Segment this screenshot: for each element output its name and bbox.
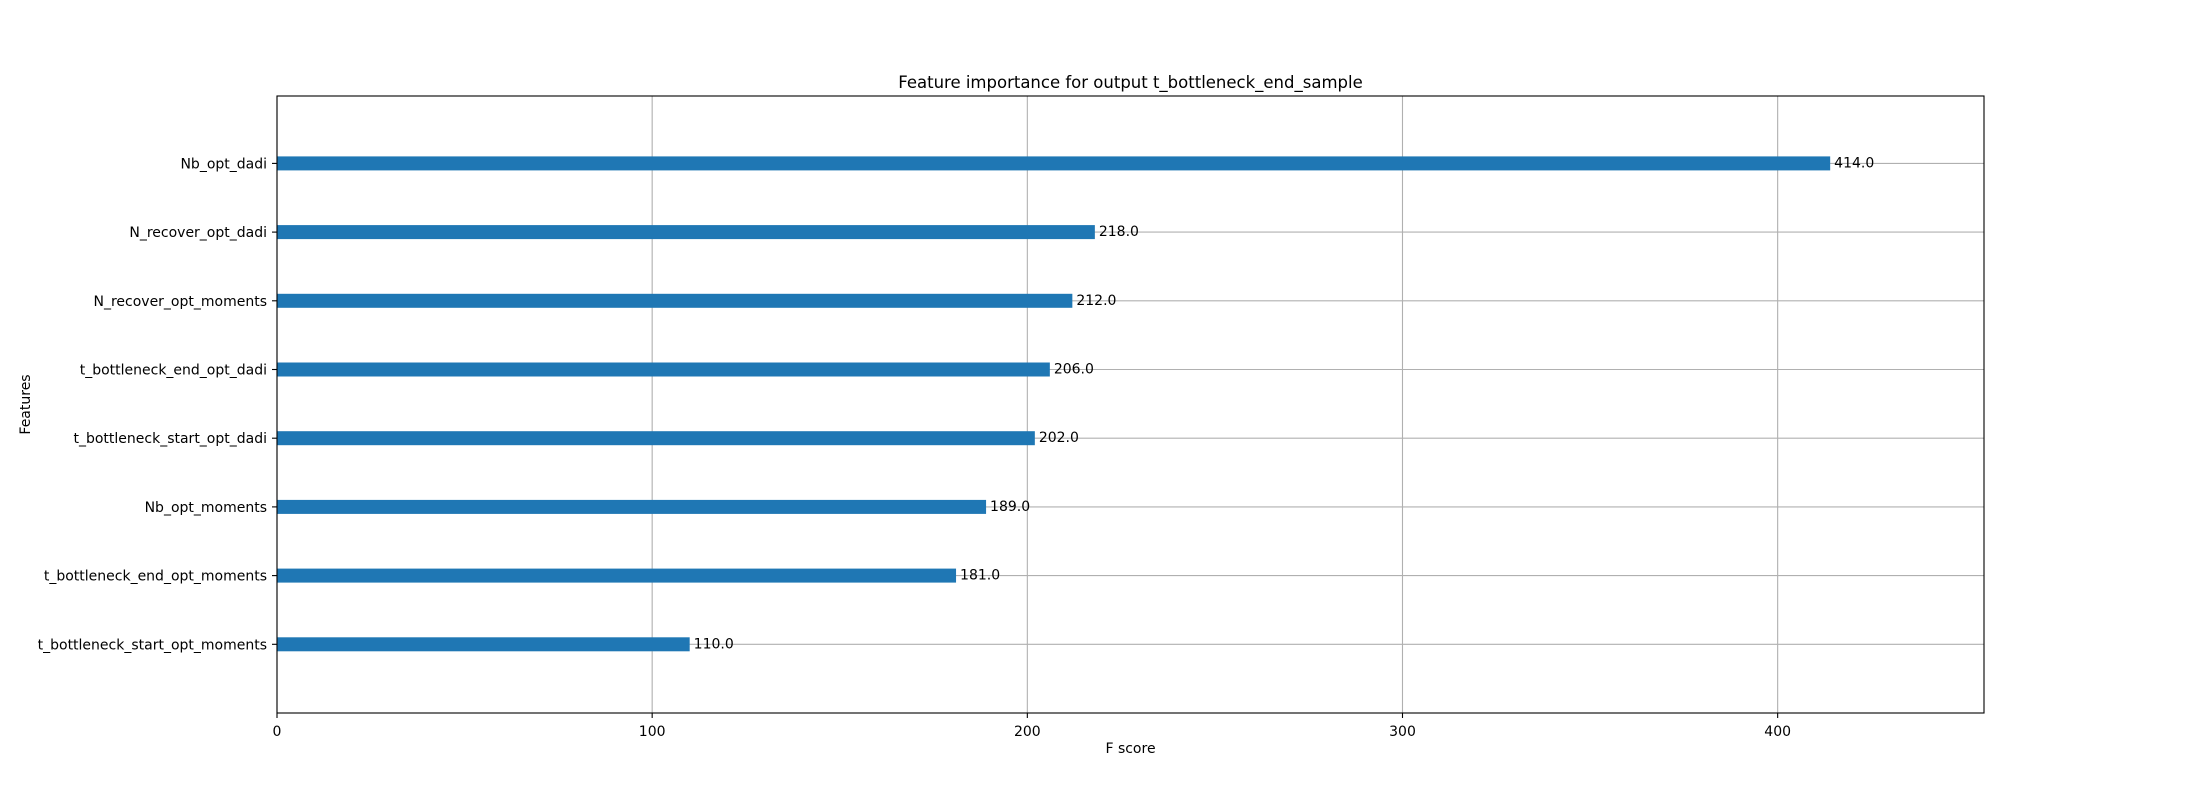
y-tick-label: t_bottleneck_start_opt_moments [38, 637, 267, 653]
bar [277, 156, 1831, 171]
bar [277, 499, 987, 514]
bar-value-label: 212.0 [1076, 293, 1116, 309]
bars [277, 156, 1831, 652]
bar-value-label: 110.0 [694, 636, 734, 652]
y-tick-label: Nb_opt_dadi [180, 156, 267, 172]
bar-value-label: 218.0 [1099, 224, 1139, 240]
x-tick-label: 300 [1389, 724, 1416, 740]
bar [277, 293, 1073, 308]
y-axis-title: Features [18, 374, 34, 434]
x-tick-label: 0 [273, 724, 282, 740]
x-tick-label: 200 [1014, 724, 1041, 740]
bar [277, 568, 957, 583]
bar [277, 431, 1035, 446]
bar-value-label: 206.0 [1054, 362, 1094, 378]
y-tick-label: t_bottleneck_start_opt_dadi [73, 431, 267, 447]
y-tick-label: Nb_opt_moments [145, 500, 267, 516]
y-tick-label: t_bottleneck_end_opt_moments [44, 569, 267, 585]
x-axis-title: F score [1105, 741, 1155, 757]
x-tick-label: 400 [1764, 724, 1791, 740]
bar [277, 637, 690, 652]
chart-title: Feature importance for output t_bottlene… [898, 73, 1362, 93]
plot-frame [276, 95, 1985, 714]
bar-value-label: 414.0 [1834, 155, 1874, 171]
bar-value-label: 189.0 [990, 499, 1030, 515]
bar [277, 362, 1050, 377]
data-labels: 110.0 181.0 189.0 202.0 206.0 212.0 218.0 414.0 [694, 155, 1875, 652]
x-tick-label: 100 [639, 724, 666, 740]
y-tick-label: N_recover_opt_dadi [129, 225, 267, 241]
y-tick-label: N_recover_opt_moments [93, 294, 267, 310]
ticks: 0 100 200 300 400 t_bottleneck_start_opt_mome… [38, 156, 1791, 740]
bar-value-label: 181.0 [960, 568, 1000, 584]
bar [277, 225, 1095, 240]
y-tick-label: t_bottleneck_end_opt_dadi [80, 363, 267, 379]
bar-value-label: 202.0 [1039, 430, 1079, 446]
